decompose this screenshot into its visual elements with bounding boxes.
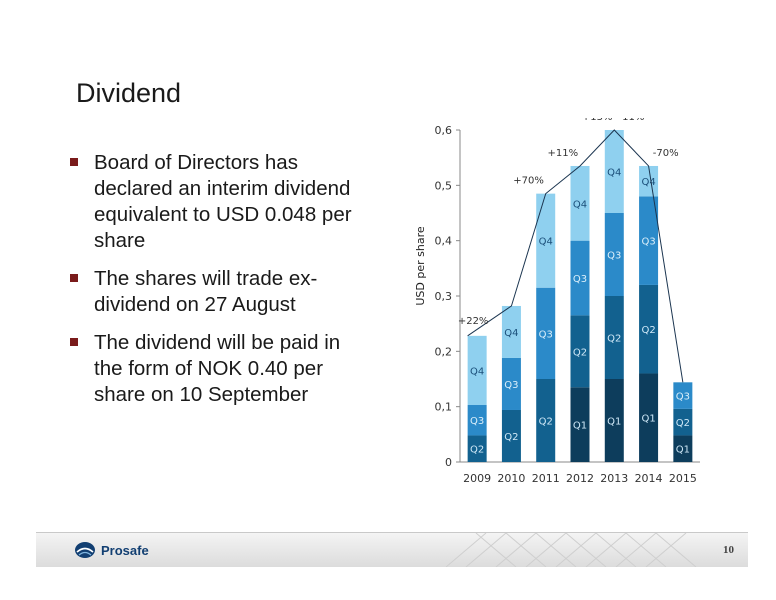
y-tick-label: 0,4 [435,235,453,248]
bar-segment-label: Q1 [607,417,621,428]
change-label: +13% [582,118,613,123]
bar-segment [639,165,659,197]
bar-segment-label: Q3 [641,237,655,248]
bar-segment [467,335,487,406]
bar-segment [604,379,624,462]
y-tick-label: 0,3 [435,290,453,303]
bullet-text: Board of Directors has declared an inter… [94,151,352,252]
bar-segment [570,315,590,388]
logo-text: Prosafe [101,542,149,558]
dividend-chart: 0 0,1 0,2 0,3 0,4 0,5 0,6 USD per share Q2 Q3 Q4 20… [414,118,700,485]
bullet-text: The shares will trade ex-dividend on 27 … [94,267,318,316]
prosafe-logo-icon [75,542,95,558]
bar-segment-label: Q3 [573,274,587,285]
x-tick-label: 2014 [635,472,663,485]
slide-title: Dividend [76,78,182,108]
prosafe-logo: Prosafe [74,541,149,559]
bar-segment-label: Q4 [504,328,518,339]
y-tick-label: 0,2 [435,345,453,358]
bar-segment-label: Q3 [504,380,518,391]
bar-segment [536,193,556,288]
footer-pattern [446,533,697,567]
bar-segment [673,382,693,409]
bar-segment-label: Q3 [607,251,621,262]
bar-segment-label: Q4 [607,168,621,179]
bar-segment [604,296,624,379]
bar-segment [570,240,590,316]
y-tick-label: 0,5 [435,179,453,192]
bar-segment [604,213,624,296]
change-label: -11% [619,118,645,123]
page-number: 10 [723,544,734,556]
bar-segment-label: Q2 [470,445,484,456]
x-tick-label: 2013 [600,472,628,485]
bar-segment-label: Q2 [676,418,690,429]
bar-segment [536,379,556,462]
bar-segment-label: Q1 [573,421,587,432]
x-tick-label: 2010 [497,472,525,485]
bar-segment [673,408,693,436]
bar-segment-label: Q3 [539,329,553,340]
change-label: +11% [548,148,579,159]
x-tick-label: 2011 [532,472,560,485]
bar-segment-label: Q1 [676,445,690,456]
x-tick-label: 2009 [463,472,491,485]
bar-segment-label: Q4 [539,237,553,248]
bullet-text: The dividend will be paid in the form of… [94,331,341,406]
bar-segment [536,287,556,379]
bar-segment-label: Q2 [539,417,553,428]
bar-segment-label: Q1 [641,414,655,425]
change-label: +70% [513,176,544,187]
x-tick-label: 2012 [566,472,594,485]
bar-segment [570,165,590,241]
bar-segment [639,284,659,374]
bar-segment-label: Q2 [504,432,518,443]
y-tick-label: 0 [445,456,452,469]
bar-segment [570,387,590,462]
bar-segment-label: Q2 [607,334,621,345]
x-tick-label: 2015 [669,472,697,485]
bar-segment [639,373,659,462]
bar-segment [467,405,487,436]
bullet-marker-icon [70,274,78,282]
bar-segment-label: Q3 [676,392,690,403]
change-label: +22% [458,316,489,327]
bar-segment-label: Q2 [641,325,655,336]
bar-segment-label: Q4 [573,199,587,210]
bullet-marker-icon [70,158,78,166]
bar-segment [673,435,693,462]
bar-segment [639,196,659,285]
bar-segment-label: Q3 [470,416,484,427]
change-label: -70% [653,148,679,159]
bar-segment-label: Q4 [470,366,484,377]
bar-segment [467,435,487,462]
bar-segment-label: Q4 [641,177,655,188]
bullet-item: Board of Directors has declared an inter… [70,150,370,254]
bullet-item: The shares will trade ex-dividend on 27 … [70,266,370,318]
bullet-item: The dividend will be paid in the form of… [70,330,370,408]
footer-bar: Prosafe 10 [36,532,748,567]
bar-segment [501,305,521,358]
bar-segment [604,130,624,213]
bullet-list: Board of Directors has declared an inter… [70,150,370,420]
bullet-marker-icon [70,338,78,346]
bar-segment [501,409,521,462]
y-tick-label: 0,1 [435,401,453,414]
bar-segment [501,357,521,410]
trend-line [467,129,684,383]
y-tick-label: 0,6 [435,124,453,137]
y-axis-label: USD per share [414,226,427,305]
bar-segment-label: Q2 [573,347,587,358]
